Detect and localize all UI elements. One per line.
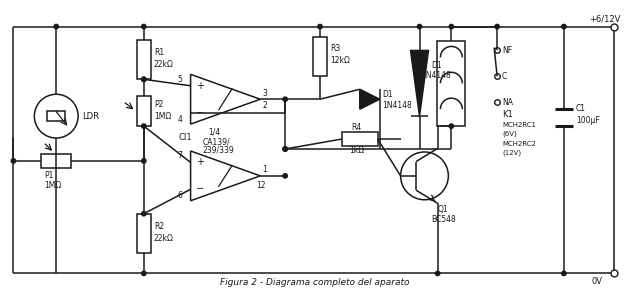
Text: 1: 1 <box>262 166 267 174</box>
Text: 22kΩ: 22kΩ <box>154 234 174 243</box>
Circle shape <box>11 159 16 163</box>
Text: 3: 3 <box>262 89 267 98</box>
Circle shape <box>54 24 59 29</box>
Text: −: − <box>195 184 203 194</box>
Bar <box>437 41 466 126</box>
Text: R1: R1 <box>154 48 164 57</box>
Circle shape <box>449 124 454 128</box>
Circle shape <box>449 24 454 29</box>
Text: 1kΩ: 1kΩ <box>349 146 364 156</box>
Bar <box>137 214 151 253</box>
Bar <box>342 132 378 146</box>
Text: R2: R2 <box>154 222 164 231</box>
Circle shape <box>142 124 146 128</box>
Text: MCH2RC2: MCH2RC2 <box>502 141 536 147</box>
Text: CA139/: CA139/ <box>202 137 230 146</box>
Text: 100μF: 100μF <box>576 116 600 125</box>
Text: 0V: 0V <box>592 277 603 286</box>
Text: Figura 2 - Diagrama completo del aparato: Figura 2 - Diagrama completo del aparato <box>220 278 410 287</box>
Text: MCH2RC1: MCH2RC1 <box>502 122 536 128</box>
Circle shape <box>142 24 146 29</box>
Circle shape <box>561 24 566 29</box>
Circle shape <box>318 24 322 29</box>
Text: D1: D1 <box>432 61 442 70</box>
Circle shape <box>142 77 146 81</box>
Text: 1/4: 1/4 <box>209 127 220 136</box>
Text: 5: 5 <box>178 75 183 84</box>
Text: CI1: CI1 <box>179 133 192 142</box>
Text: +: + <box>195 81 203 91</box>
Circle shape <box>142 159 146 163</box>
Text: K1: K1 <box>502 110 513 119</box>
Text: R4: R4 <box>352 123 362 132</box>
Text: 1MΩ: 1MΩ <box>154 112 171 121</box>
Text: R3: R3 <box>330 44 340 53</box>
Text: D1: D1 <box>382 90 393 99</box>
Text: C1: C1 <box>576 104 586 113</box>
Text: NF: NF <box>502 46 512 55</box>
Text: P2: P2 <box>154 100 163 109</box>
Circle shape <box>561 271 566 275</box>
Text: LDR: LDR <box>82 112 99 121</box>
Text: +6/12V: +6/12V <box>588 14 620 23</box>
Circle shape <box>283 147 287 151</box>
Circle shape <box>283 97 287 101</box>
Circle shape <box>142 211 146 216</box>
Text: NA: NA <box>502 98 513 107</box>
Polygon shape <box>360 89 380 109</box>
Circle shape <box>142 77 146 81</box>
Circle shape <box>283 174 287 178</box>
Text: BC548: BC548 <box>431 215 455 224</box>
Text: 6: 6 <box>178 191 183 200</box>
Text: 12kΩ: 12kΩ <box>330 56 350 65</box>
Text: 1N4148: 1N4148 <box>382 101 413 110</box>
Circle shape <box>495 24 500 29</box>
Circle shape <box>417 24 421 29</box>
Text: −: − <box>195 108 203 118</box>
Text: C: C <box>502 72 507 81</box>
Text: 2: 2 <box>262 101 267 110</box>
Text: 239/339: 239/339 <box>202 146 234 155</box>
Text: +: + <box>195 157 203 167</box>
Circle shape <box>283 147 287 151</box>
Text: 22kΩ: 22kΩ <box>154 60 174 69</box>
Text: 12: 12 <box>256 181 266 190</box>
Text: 1N4148: 1N4148 <box>421 71 451 80</box>
Bar <box>47 111 65 121</box>
Text: (6V): (6V) <box>502 131 517 137</box>
Bar <box>137 96 151 126</box>
Text: 4: 4 <box>178 115 183 124</box>
Bar <box>313 36 327 76</box>
Text: 1MΩ: 1MΩ <box>44 181 62 190</box>
Bar <box>137 39 151 79</box>
Text: (12V): (12V) <box>502 150 521 156</box>
Polygon shape <box>411 51 428 116</box>
Text: P1: P1 <box>44 171 54 180</box>
Circle shape <box>142 271 146 275</box>
Circle shape <box>435 271 440 275</box>
Text: Q1: Q1 <box>438 205 449 214</box>
Bar <box>42 154 71 168</box>
Text: 7: 7 <box>178 151 183 161</box>
